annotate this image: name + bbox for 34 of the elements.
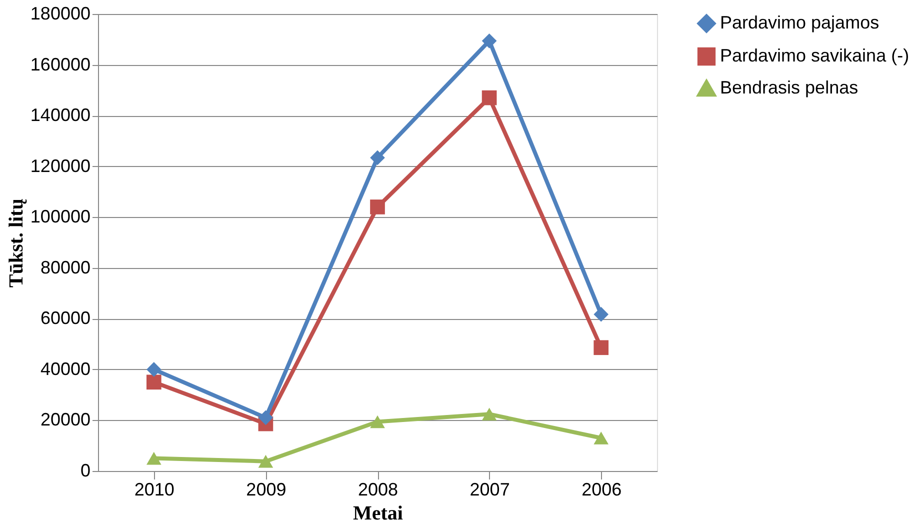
point: [482, 90, 497, 106]
x-tick-label: 2006: [582, 480, 622, 500]
point: [594, 306, 609, 322]
y-tick-label: 40000: [40, 358, 90, 379]
point: [258, 454, 274, 468]
x-tick-label: 2008: [358, 480, 398, 500]
y-tick-label: 140000: [30, 105, 90, 126]
point: [482, 408, 497, 421]
y-tick-label: 180000: [30, 4, 90, 24]
legend-label: Bendrasis pelnas: [720, 78, 858, 98]
x-tick-label: 2009: [246, 480, 286, 500]
y-tick-label: 120000: [30, 156, 90, 176]
point: [482, 33, 497, 48]
y-tick-label: 160000: [30, 54, 90, 74]
x-tick-label: 2010: [134, 480, 174, 500]
y-axis-title: Tūkst. litų: [5, 198, 28, 288]
y-tick-label: 100000: [30, 206, 90, 227]
legend-label: Pardavimo pajamos: [720, 12, 880, 32]
x-axis-title: Metai: [353, 502, 404, 524]
legend-label: Pardavimo savikaina (-): [720, 46, 910, 66]
point: [146, 362, 162, 377]
y-tick-label: 0: [80, 460, 90, 480]
point: [594, 340, 609, 356]
y-tick-label: 80000: [40, 257, 90, 278]
point: [594, 432, 609, 444]
point: [370, 415, 385, 428]
point: [370, 200, 385, 214]
point: [258, 410, 274, 426]
point: [370, 150, 385, 166]
point: [146, 374, 162, 390]
x-tick-label: 2007: [470, 480, 510, 500]
point: [146, 452, 162, 465]
y-tick-label: 20000: [40, 410, 90, 430]
y-tick-label: 60000: [40, 308, 90, 328]
